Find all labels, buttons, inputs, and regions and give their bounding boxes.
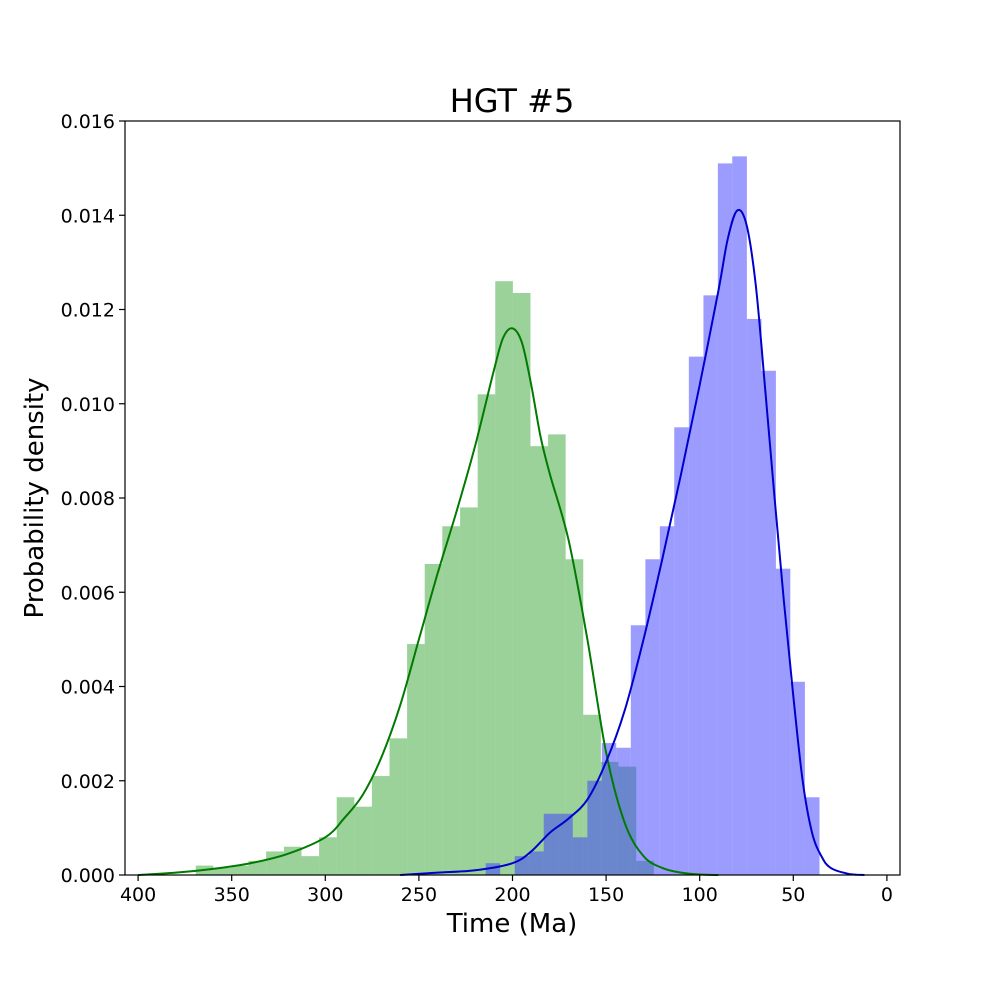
blue-hist-bar: [790, 681, 805, 875]
blue-hist-bar: [703, 295, 718, 875]
green-hist-bar: [248, 860, 267, 875]
blue-hist-bar: [732, 156, 747, 875]
blue-hist-bar: [674, 427, 689, 875]
x-tick-label: 0: [881, 884, 893, 906]
green-hist-bar: [407, 644, 425, 875]
green-hist-bar: [495, 281, 513, 876]
blue-histogram: [485, 156, 820, 876]
blue-hist-bar: [601, 743, 617, 875]
y-tick-label: 0.012: [61, 300, 115, 322]
blue-hist-bar: [485, 863, 501, 875]
blue-hist-bar: [630, 625, 646, 875]
blue-hist-bar: [529, 851, 544, 875]
blue-hist-bar: [645, 559, 660, 875]
green-hist-bar: [319, 837, 337, 875]
x-tick-label: 350: [214, 884, 250, 906]
green-hist-bar: [354, 806, 372, 875]
x-tick-label: 300: [307, 884, 343, 906]
green-hist-bar: [371, 776, 390, 875]
green-hist-bar: [301, 856, 320, 875]
green-hist-bar: [213, 867, 231, 875]
green-hist-bar: [512, 293, 531, 876]
blue-hist-bar: [558, 813, 573, 875]
y-tick-label: 0.010: [61, 394, 115, 416]
blue-hist-bar: [761, 370, 776, 875]
x-tick-label: 200: [494, 884, 530, 906]
blue-hist-bar: [717, 163, 733, 876]
blue-kde-line: [400, 208, 865, 876]
blue-hist-bar: [543, 813, 559, 875]
blue-hist-bar: [775, 568, 791, 875]
chart-title: HGT #5: [450, 82, 575, 120]
x-tick-label: 250: [401, 884, 437, 906]
blue-hist-bar: [572, 837, 588, 875]
y-tick-label: 0.000: [61, 865, 115, 887]
y-axis: 0.000 0.002 0.004 0.006 0.008 0.010 0.012 0.014…: [61, 111, 125, 887]
green-hist-bar: [530, 446, 549, 875]
green-hist-bar: [460, 507, 478, 875]
y-tick-label: 0.006: [61, 582, 115, 604]
y-tick-label: 0.016: [61, 111, 115, 133]
y-axis-label: Probability density: [20, 377, 50, 618]
y-tick-label: 0.002: [61, 771, 115, 793]
x-tick-label: 100: [682, 884, 718, 906]
blue-hist-bar: [688, 356, 704, 875]
green-hist-bar: [283, 846, 302, 875]
green-hist-bar: [389, 738, 408, 875]
y-tick-label: 0.004: [61, 677, 115, 699]
green-hist-bar: [336, 797, 355, 875]
green-kde-line: [138, 327, 719, 876]
x-axis: 400 350 300 250 200 150 100 50 0: [120, 875, 893, 906]
x-tick-label: 50: [781, 884, 805, 906]
green-hist-bar: [442, 526, 461, 875]
blue-hist-bar: [587, 780, 602, 875]
green-hist-bar: [424, 563, 443, 875]
y-tick-label: 0.008: [61, 488, 115, 510]
blue-hist-bar: [659, 526, 675, 875]
green-hist-bar: [230, 865, 249, 875]
plot-area: [138, 156, 865, 876]
green-hist-bar: [477, 394, 496, 875]
blue-hist-bar: [746, 318, 762, 875]
x-tick-label: 400: [120, 884, 156, 906]
green-hist-bar: [565, 559, 584, 875]
x-axis-label: Time (Ma): [446, 909, 578, 939]
blue-hist-bar: [616, 747, 631, 875]
x-tick-label: 150: [588, 884, 624, 906]
green-hist-bar: [548, 434, 566, 875]
y-tick-label: 0.014: [61, 205, 115, 227]
